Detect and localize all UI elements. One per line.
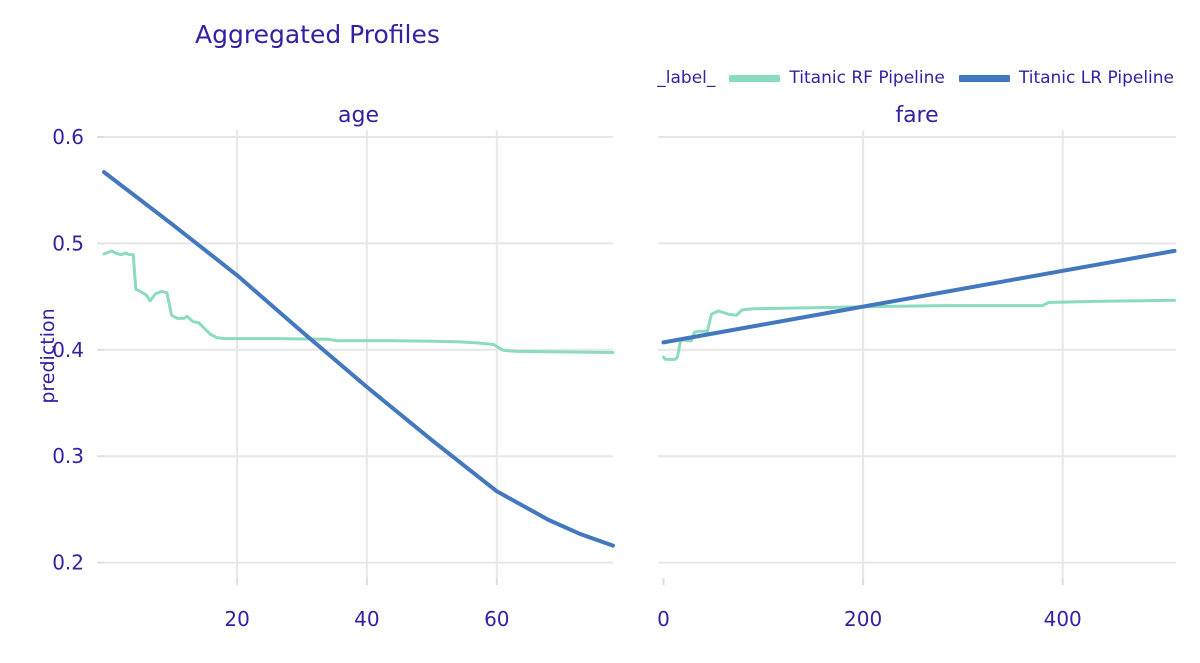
- facet-title-age: age: [338, 103, 379, 128]
- svg-text:40: 40: [354, 607, 379, 631]
- rf-line-swatch-icon: [729, 74, 781, 82]
- legend-item-rf[interactable]: Titanic RF Pipeline: [729, 68, 945, 88]
- svg-text:400: 400: [1044, 607, 1082, 631]
- svg-text:200: 200: [844, 607, 882, 631]
- chart-title: Aggregated Profiles: [195, 20, 440, 49]
- svg-text:0.3: 0.3: [52, 444, 84, 468]
- legend-title: _label_: [657, 68, 716, 88]
- facet-plot-fare[interactable]: 0 200 400: [657, 130, 1177, 631]
- facet-plot-age[interactable]: 20 40 60 0.2 0.3 0.4 0.5 0.6: [52, 125, 615, 631]
- facet-title-fare: fare: [895, 103, 939, 128]
- svg-text:0.4: 0.4: [52, 338, 84, 362]
- svg-text:60: 60: [484, 607, 509, 631]
- legend-label-lr: Titanic LR Pipeline: [1018, 68, 1174, 88]
- legend-item-lr[interactable]: Titanic LR Pipeline: [958, 68, 1174, 88]
- svg-text:0.2: 0.2: [52, 551, 84, 575]
- legend: _label_ Titanic RF Pipeline Titanic LR P…: [657, 64, 1174, 92]
- svg-text:0: 0: [657, 607, 670, 631]
- lr-line-swatch-icon: [958, 74, 1010, 82]
- svg-text:0.6: 0.6: [52, 125, 84, 149]
- legend-label-rf: Titanic RF Pipeline: [789, 68, 945, 88]
- svg-text:0.5: 0.5: [52, 231, 84, 255]
- svg-text:20: 20: [224, 607, 249, 631]
